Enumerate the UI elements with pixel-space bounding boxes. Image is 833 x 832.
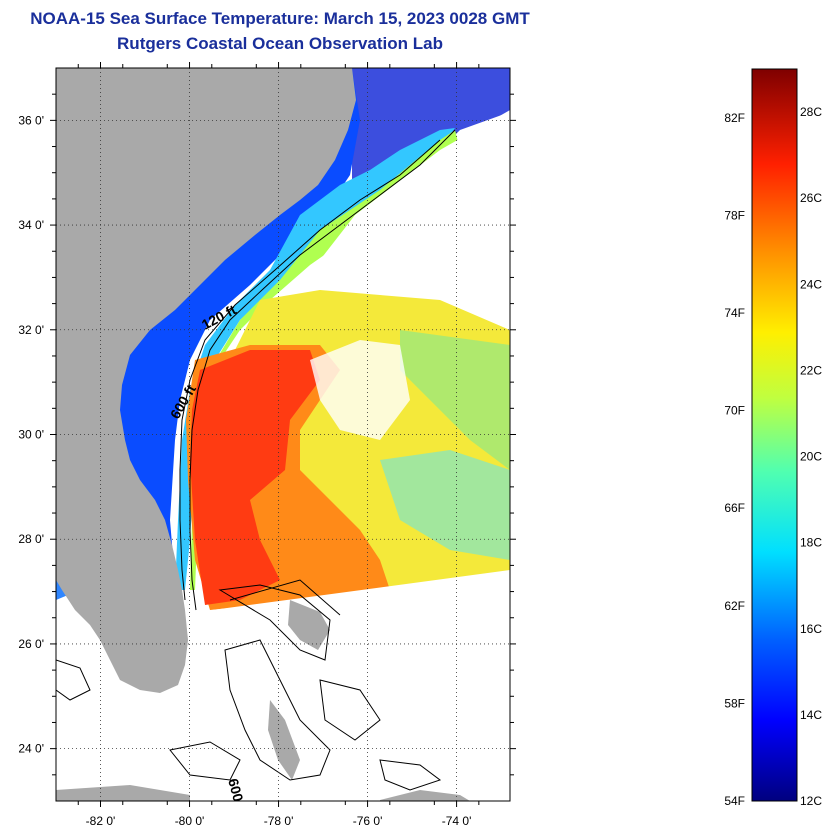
colorbar-c-label: 14C (800, 708, 822, 722)
colorbar-f-label: 82F (724, 111, 745, 125)
colorbar-c-label: 28C (800, 105, 822, 119)
colorbar-c-label: 12C (800, 794, 822, 808)
colorbar-c-label: 20C (800, 450, 822, 464)
map-subtitle: Rutgers Coastal Ocean Observation Lab (117, 34, 443, 53)
colorbar-c-label: 16C (800, 622, 822, 636)
colorbar-gradient (752, 69, 797, 801)
land (56, 68, 470, 801)
colorbar-f-label: 66F (724, 501, 745, 515)
map-plot-area: 120 ft 600 ft 600 ft (56, 68, 510, 801)
colorbar-f-label: 70F (724, 404, 745, 418)
lat-tick-label: 36 0' (18, 113, 44, 127)
lat-tick-label: 26 0' (18, 637, 44, 651)
sst-field (56, 68, 510, 801)
colorbar-f-label: 78F (724, 208, 745, 222)
map-title: NOAA-15 Sea Surface Temperature: March 1… (30, 9, 530, 28)
colorbar-frame (751, 68, 798, 802)
lon-tick-label: -80 0' (175, 814, 205, 828)
longitude-axis: -82 0' -80 0' -78 0' -76 0' -74 0' (77, 62, 480, 828)
lat-tick-label: 24 0' (18, 742, 44, 756)
colorbar-fahrenheit-labels: 82F 78F 74F 70F 66F 62F 58F 54F (724, 111, 745, 808)
lat-tick-label: 34 0' (18, 218, 44, 232)
lon-tick-label: -82 0' (86, 814, 116, 828)
colorbar-c-label: 24C (800, 277, 822, 291)
depth-contours (56, 129, 456, 791)
colorbar-f-label: 62F (724, 599, 745, 613)
lat-tick-label: 30 0' (18, 428, 44, 442)
lon-tick-label: -78 0' (264, 814, 294, 828)
colorbar-c-label: 26C (800, 191, 822, 205)
latitude-axis: 36 0' 34 0' 32 0' 30 0' 28 0' 26 0' 24 0' (18, 93, 516, 776)
lon-tick-label: -76 0' (353, 814, 383, 828)
lat-tick-label: 28 0' (18, 532, 44, 546)
lon-tick-label: -74 0' (442, 814, 472, 828)
colorbar-f-label: 74F (724, 306, 745, 320)
colorbar-c-label: 22C (800, 363, 822, 377)
colorbar-f-label: 54F (724, 794, 745, 808)
colorbar-f-label: 58F (724, 696, 745, 710)
colorbar-c-label: 18C (800, 536, 822, 550)
colorbar: 82F 78F 74F 70F 66F 62F 58F 54F 28C 26C 24C 22C 20C… (724, 68, 822, 808)
colorbar-celsius-labels: 28C 26C 24C 22C 20C 18C 16C 14C 12C (800, 105, 822, 808)
lat-tick-label: 32 0' (18, 323, 44, 337)
